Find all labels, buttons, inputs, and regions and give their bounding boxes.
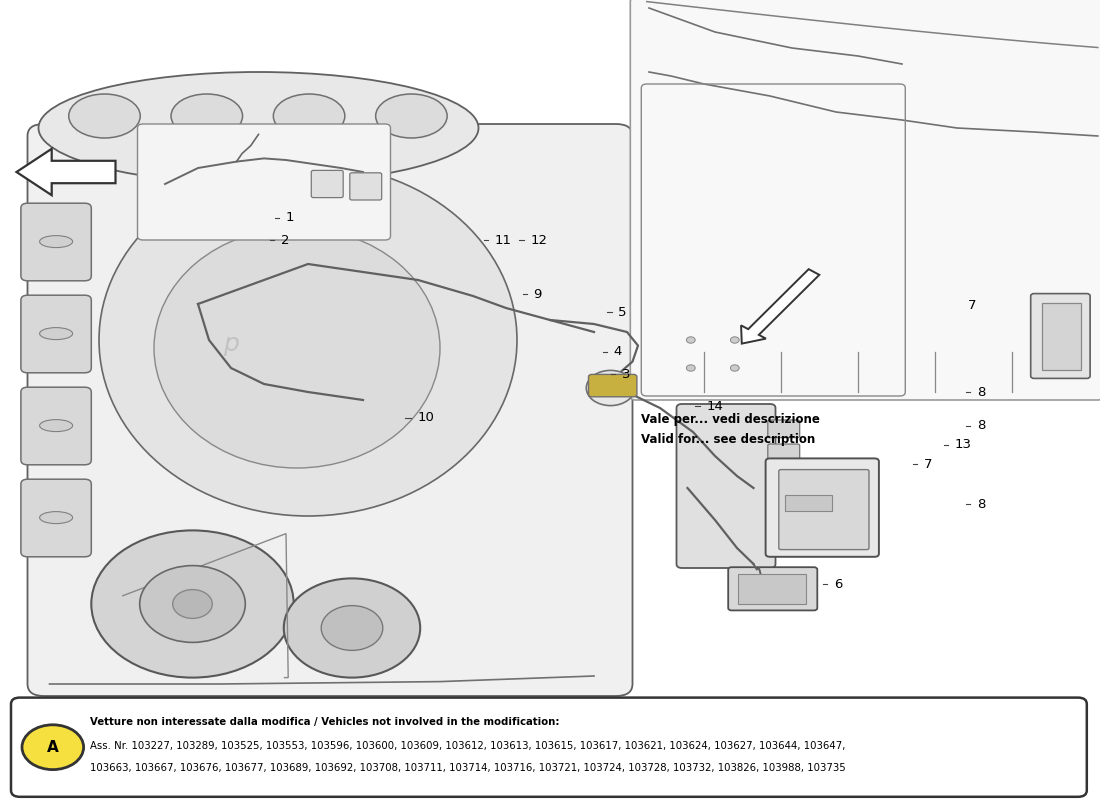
Ellipse shape: [68, 94, 141, 138]
Ellipse shape: [375, 94, 447, 138]
FancyBboxPatch shape: [1031, 294, 1090, 378]
FancyBboxPatch shape: [785, 495, 832, 511]
Circle shape: [586, 370, 635, 406]
Text: 12: 12: [530, 234, 547, 246]
Ellipse shape: [40, 512, 73, 524]
Text: 7: 7: [968, 299, 977, 312]
Ellipse shape: [154, 228, 440, 468]
Ellipse shape: [99, 164, 517, 516]
FancyArrow shape: [16, 149, 116, 195]
FancyBboxPatch shape: [768, 468, 800, 486]
Ellipse shape: [274, 94, 345, 138]
Text: 6: 6: [834, 578, 843, 590]
Ellipse shape: [40, 328, 73, 339]
Circle shape: [686, 365, 695, 371]
Circle shape: [140, 566, 245, 642]
Ellipse shape: [40, 235, 73, 247]
FancyBboxPatch shape: [21, 479, 91, 557]
FancyBboxPatch shape: [779, 470, 869, 550]
Circle shape: [284, 578, 420, 678]
Text: 103663, 103667, 103676, 103677, 103689, 103692, 103708, 103711, 103714, 103716, : 103663, 103667, 103676, 103677, 103689, …: [90, 763, 846, 773]
Text: 4: 4: [614, 346, 623, 358]
Text: since
1905: since 1905: [218, 351, 508, 609]
FancyBboxPatch shape: [768, 444, 800, 462]
Text: Vetture non interessate dalla modifica / Vehicles not involved in the modificati: Vetture non interessate dalla modifica /…: [90, 717, 560, 726]
FancyBboxPatch shape: [588, 374, 637, 397]
Text: A: A: [47, 740, 58, 754]
Text: 8: 8: [977, 498, 986, 510]
Circle shape: [321, 606, 383, 650]
FancyBboxPatch shape: [676, 404, 776, 568]
FancyBboxPatch shape: [728, 567, 817, 610]
Ellipse shape: [40, 419, 73, 431]
Text: Vale per... vedi descrizione: Vale per... vedi descrizione: [641, 413, 821, 426]
FancyBboxPatch shape: [138, 124, 390, 240]
Ellipse shape: [170, 94, 242, 138]
FancyBboxPatch shape: [311, 170, 343, 198]
FancyBboxPatch shape: [21, 203, 91, 281]
Circle shape: [22, 725, 84, 770]
Text: 9: 9: [534, 288, 542, 301]
Text: 3: 3: [621, 368, 630, 381]
Text: 2: 2: [280, 234, 289, 246]
Text: 10: 10: [418, 411, 434, 424]
Circle shape: [686, 337, 695, 343]
FancyBboxPatch shape: [766, 458, 879, 557]
Text: 8: 8: [977, 386, 986, 398]
Text: 14: 14: [706, 400, 723, 413]
Text: 7: 7: [924, 458, 933, 470]
Text: 11: 11: [495, 234, 512, 246]
FancyBboxPatch shape: [350, 173, 382, 200]
Text: 5: 5: [618, 306, 627, 318]
FancyBboxPatch shape: [1042, 303, 1081, 370]
FancyBboxPatch shape: [768, 420, 800, 438]
Circle shape: [173, 590, 212, 618]
Circle shape: [730, 337, 739, 343]
Ellipse shape: [39, 72, 478, 184]
Text: Valid for... see description: Valid for... see description: [641, 434, 815, 446]
FancyBboxPatch shape: [21, 295, 91, 373]
FancyBboxPatch shape: [11, 698, 1087, 797]
FancyBboxPatch shape: [21, 387, 91, 465]
FancyBboxPatch shape: [738, 574, 806, 604]
FancyBboxPatch shape: [630, 0, 1100, 400]
FancyBboxPatch shape: [28, 124, 632, 696]
Text: p: p: [223, 332, 239, 356]
Text: 1: 1: [286, 211, 295, 224]
Circle shape: [730, 365, 739, 371]
FancyArrow shape: [741, 269, 820, 344]
Text: Ass. Nr. 103227, 103289, 103525, 103553, 103596, 103600, 103609, 103612, 103613,: Ass. Nr. 103227, 103289, 103525, 103553,…: [90, 741, 846, 750]
Text: 13: 13: [955, 438, 971, 451]
Circle shape: [91, 530, 294, 678]
Text: 8: 8: [977, 419, 986, 432]
